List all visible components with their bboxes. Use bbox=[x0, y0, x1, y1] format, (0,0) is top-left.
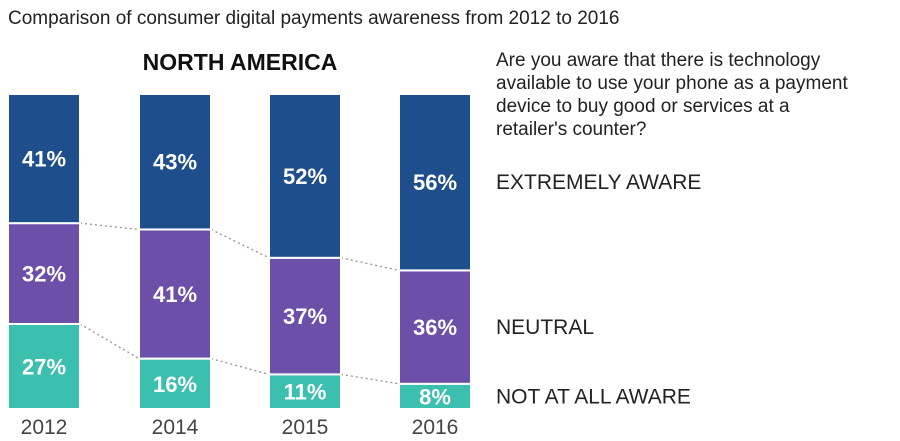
chart-subtitle: NORTH AMERICA bbox=[143, 49, 338, 75]
bar-segment bbox=[268, 256, 342, 376]
data-label: 8% bbox=[419, 384, 451, 409]
data-label: 16% bbox=[153, 372, 197, 397]
connector-line bbox=[340, 257, 400, 272]
data-label: 43% bbox=[153, 150, 197, 175]
x-tick-label: 2014 bbox=[152, 416, 199, 439]
question-text: Are you aware that there is technologyav… bbox=[496, 50, 848, 140]
legend-label: EXTREMELY AWARE bbox=[496, 171, 701, 194]
connector-line bbox=[210, 228, 270, 259]
bar-segment bbox=[138, 93, 212, 231]
bar-segment bbox=[398, 93, 472, 272]
connector-line bbox=[210, 357, 270, 376]
x-axis-ticks: 2012 2014 2015 2016 bbox=[21, 416, 459, 439]
data-label: 27% bbox=[22, 354, 66, 379]
connector-line bbox=[340, 373, 400, 385]
connector-line bbox=[79, 323, 140, 360]
bar-segment bbox=[268, 93, 342, 259]
bar-segment bbox=[268, 373, 342, 411]
bar-segment bbox=[398, 269, 472, 385]
question-line: device to buy good or services at a bbox=[496, 96, 790, 117]
x-tick-label: 2015 bbox=[282, 416, 329, 439]
bar-segment bbox=[7, 322, 81, 411]
bar-segment bbox=[138, 228, 212, 360]
data-label: 41% bbox=[153, 282, 197, 307]
question-line: Are you aware that there is technology bbox=[496, 50, 821, 71]
data-label: 41% bbox=[22, 147, 66, 172]
x-tick-label: 2016 bbox=[412, 416, 459, 439]
bar-segment bbox=[7, 222, 81, 325]
chart-title: Comparison of consumer digital payments … bbox=[8, 8, 620, 29]
connector-lines bbox=[79, 222, 400, 385]
connector-line bbox=[79, 222, 140, 231]
question-line: available to use your phone as a payment bbox=[496, 73, 848, 94]
legend-label: NEUTRAL bbox=[496, 316, 594, 339]
legend-label: NOT AT ALL AWARE bbox=[496, 385, 691, 408]
bar-segment bbox=[398, 382, 472, 410]
data-label: 37% bbox=[283, 304, 327, 329]
bar-segment bbox=[7, 93, 81, 225]
bar-segment bbox=[138, 357, 212, 411]
x-tick-label: 2012 bbox=[21, 416, 68, 439]
legend: NOT AT ALL AWARE NEUTRAL EXTREMELY AWARE bbox=[496, 171, 701, 408]
data-label: 32% bbox=[22, 262, 66, 287]
data-label: 36% bbox=[413, 315, 457, 340]
data-label: 56% bbox=[413, 170, 457, 195]
bars: 27% 32% 41% 16% 41% 43% 11% 37% 52% 8% 36% 56% bbox=[7, 93, 472, 411]
data-label: 11% bbox=[284, 380, 327, 405]
data-label: 52% bbox=[283, 164, 327, 189]
question-line: retailer's counter? bbox=[496, 119, 646, 140]
